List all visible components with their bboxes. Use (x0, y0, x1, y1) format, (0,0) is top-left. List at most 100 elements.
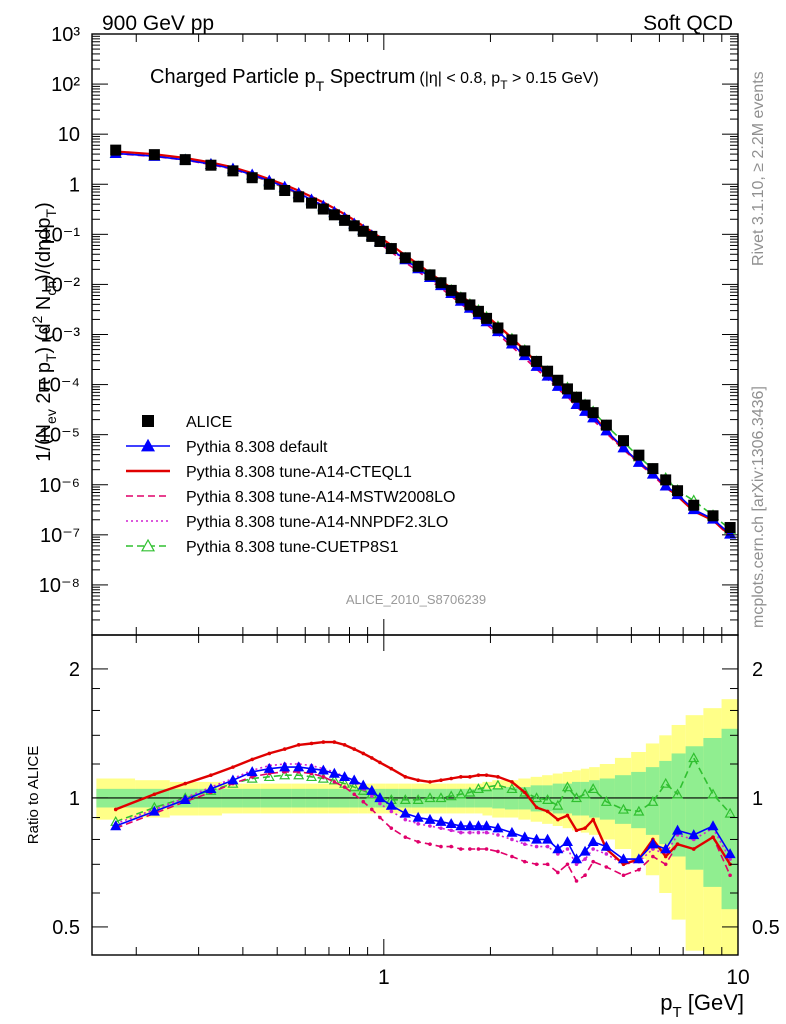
ratio-point-pythia-8-308-tune-cuetp8s1 (492, 779, 504, 790)
alice-data-point (246, 172, 258, 184)
ratio-line-pythia-8-308-tune-a14-nnpdf2-3lo (115, 763, 731, 866)
chart-title: Charged Particle pT Spectrum (|η| < 0.8, … (150, 66, 599, 94)
ratio-point-pythia-8-308-tune-a14-mstw2008lo (342, 785, 347, 789)
ratio-point-pythia-8-308-tune-a14-nnpdf2-3lo (389, 809, 394, 814)
ratio-point-pythia-8-308-tune-cuetp8s1 (293, 769, 305, 780)
legend-label-alice: ALICE (186, 414, 232, 431)
ratio-point-pythia-8-308-tune-a14-mstw2008lo (574, 879, 579, 883)
axes-layer: 1 10 10³ 10² 10 1 10⁻¹ 10⁻² 10⁻³ 10⁻⁴ 10⁻⁵ 10⁻⁶ 10⁻⁷… (39, 24, 780, 989)
y-tick-label: 10² (51, 74, 80, 96)
ratio-point-pythia-8-308-tune-a14-mstw2008lo (403, 835, 408, 839)
ratio-point-pythia-8-308-tune-a14-nnpdf2-3lo (545, 844, 550, 849)
y-tick-label: 10⁻³ (41, 325, 81, 347)
ratio-point-pythia-8-308-tune-a14-mstw2008lo (663, 862, 668, 867)
ratio-point-pythia-8-308-default (633, 853, 645, 864)
svg-text:Rivet 3.1.10, ≥ 2.2M events: Rivet 3.1.10, ≥ 2.2M events (750, 71, 767, 266)
ratio-point-pythia-8-308-tune-a14-mstw2008lo (510, 854, 514, 859)
ratio-point-pythia-8-308-tune-a14-cteql1 (468, 775, 472, 779)
ratio-point-pythia-8-308-tune-a14-mstw2008lo (651, 854, 655, 859)
ratio-point-pythia-8-308-default (205, 783, 217, 794)
ratio-point-pythia-8-308-default (366, 784, 378, 795)
alice-data-point (472, 305, 484, 317)
ratio-point-pythia-8-308-default (412, 811, 424, 822)
ratio-point-pythia-8-308-tune-a14-mstw2008lo (428, 842, 432, 846)
ratio-band-inner (685, 746, 704, 870)
alice-data-point (110, 144, 122, 156)
ratio-point-pythia-8-308-default (724, 848, 736, 859)
ratio-point-pythia-8-308-default (279, 761, 291, 772)
legend-marker-alice (142, 415, 154, 427)
ratio-point-pythia-8-308-tune-a14-mstw2008lo (728, 873, 732, 878)
y-tick-label: 10⁻¹ (41, 224, 81, 246)
point-pythia-8-308-default (579, 405, 592, 416)
ratio-point-pythia-8-308-tune-a14-mstw2008lo (378, 815, 382, 820)
legend-label-pythia-8-308-tune-a14-cteql1: Pythia 8.308 tune-A14-CTEQL1 (186, 464, 412, 481)
ratio-point-pythia-8-308-default (328, 767, 340, 778)
alice-data-point (306, 197, 318, 209)
ratio-point-pythia-8-308-default (492, 822, 504, 833)
ratio-point-pythia-8-308-default (464, 820, 476, 831)
alice-data-point (227, 165, 239, 177)
ratio-point-pythia-8-308-default (263, 762, 275, 773)
ratio-point-pythia-8-308-default (110, 820, 122, 831)
alice-data-point (179, 154, 191, 166)
ratio-point-pythia-8-308-tune-a14-cteql1 (267, 751, 272, 756)
ratio-point-pythia-8-308-tune-cuetp8s1 (279, 769, 291, 780)
alice-data-point (455, 292, 467, 304)
spectrum-series-layer (109, 144, 737, 539)
ratio-y-axis-label: Ratio to ALICE (25, 746, 42, 844)
ratio-point-pythia-8-308-tune-cuetp8s1 (633, 805, 645, 816)
ratio-point-pythia-8-308-default (570, 853, 583, 864)
ratio-point-pythia-8-308-tune-cuetp8s1 (424, 792, 436, 803)
ratio-point-pythia-8-308-tune-a14-mstw2008lo (321, 775, 326, 779)
ratio-point-pythia-8-308-default (374, 792, 386, 803)
ratio-point-pythia-8-308-tune-a14-nnpdf2-3lo (468, 830, 472, 835)
alice-data-point (385, 243, 397, 255)
ratio-point-pythia-8-308-tune-a14-cteql1 (332, 740, 337, 744)
ratio-point-pythia-8-308-tune-a14-cteql1 (352, 747, 357, 751)
y-tick-label: 10⁻⁸ (39, 575, 80, 597)
ratio-band-inner (703, 737, 722, 887)
ratio-point-pythia-8-308-tune-a14-cteql1 (565, 813, 570, 818)
legend-label-pythia-8-308-tune-a14-nnpdf2-3lo: Pythia 8.308 tune-A14-NNPDF2.3LO (186, 514, 448, 531)
ratio-point-pythia-8-308-tune-a14-cteql1 (459, 775, 463, 779)
legend-marker-pythia-8-308-default (140, 438, 156, 452)
ratio-point-pythia-8-308-tune-a14-cteql1 (152, 792, 157, 797)
alice-data-point (506, 334, 518, 346)
ratio-point-pythia-8-308-tune-cuetp8s1 (464, 786, 476, 797)
ratio-point-pythia-8-308-tune-a14-cteql1 (691, 847, 696, 851)
ratio-point-pythia-8-308-default (542, 833, 554, 844)
ratio-point-pythia-8-308-tune-a14-cteql1 (675, 842, 680, 846)
legend-label-pythia-8-308-tune-cuetp8s1: Pythia 8.308 tune-CUETP8S1 (186, 539, 399, 556)
ratio-point-pythia-8-308-default (293, 761, 305, 772)
ratio-point-pythia-8-308-tune-a14-cteql1 (522, 790, 527, 795)
x-tick-label: 10 (726, 966, 749, 989)
ratio-series-layer (110, 740, 736, 883)
alice-data-point (445, 284, 457, 296)
alice-data-point (148, 149, 160, 161)
alice-data-point (552, 374, 564, 386)
ratio-point-pythia-8-308-tune-cuetp8s1 (542, 794, 554, 805)
ratio-point-pythia-8-308-tune-a14-mstw2008lo (565, 862, 570, 867)
alice-data-point (399, 252, 411, 264)
ratio-point-pythia-8-308-default (587, 836, 599, 847)
ratio-band-inner (645, 767, 660, 835)
alice-data-point (561, 383, 573, 395)
svg-text:1/(Nev 2π pT) (d2 Nch)/(dηdpT): 1/(Nev 2π pT) (d2 Nch)/(dηdpT) (29, 202, 59, 462)
ratio-y-tick-label-right: 0.5 (752, 917, 780, 939)
ratio-point-pythia-8-308-tune-a14-cteql1 (403, 775, 408, 779)
ratio-point-pythia-8-308-tune-cuetp8s1 (617, 803, 630, 814)
ratio-point-pythia-8-308-tune-a14-cteql1 (183, 781, 188, 786)
legend-label-pythia-8-308-tune-a14-mstw2008lo: Pythia 8.308 tune-A14-MSTW2008LO (186, 489, 455, 506)
ratio-point-pythia-8-308-tune-a14-mstw2008lo (449, 844, 454, 849)
ratio-band-inner (580, 781, 590, 816)
ratio-point-pythia-8-308-default (707, 820, 719, 831)
ratio-point-pythia-8-308-tune-a14-cteql1 (534, 805, 539, 810)
mcplots-label: mcplots.cern.ch [arXiv:1306.3436] (750, 386, 767, 628)
ratio-point-pythia-8-308-tune-a14-cteql1 (209, 773, 213, 777)
ratio-point-pythia-8-308-default (672, 824, 684, 835)
ratio-point-pythia-8-308-tune-a14-mstw2008lo (389, 826, 394, 830)
ratio-line-pythia-8-308-tune-a14-cteql1 (115, 740, 732, 866)
alice-data-point (617, 435, 629, 447)
alice-data-point (707, 510, 719, 522)
